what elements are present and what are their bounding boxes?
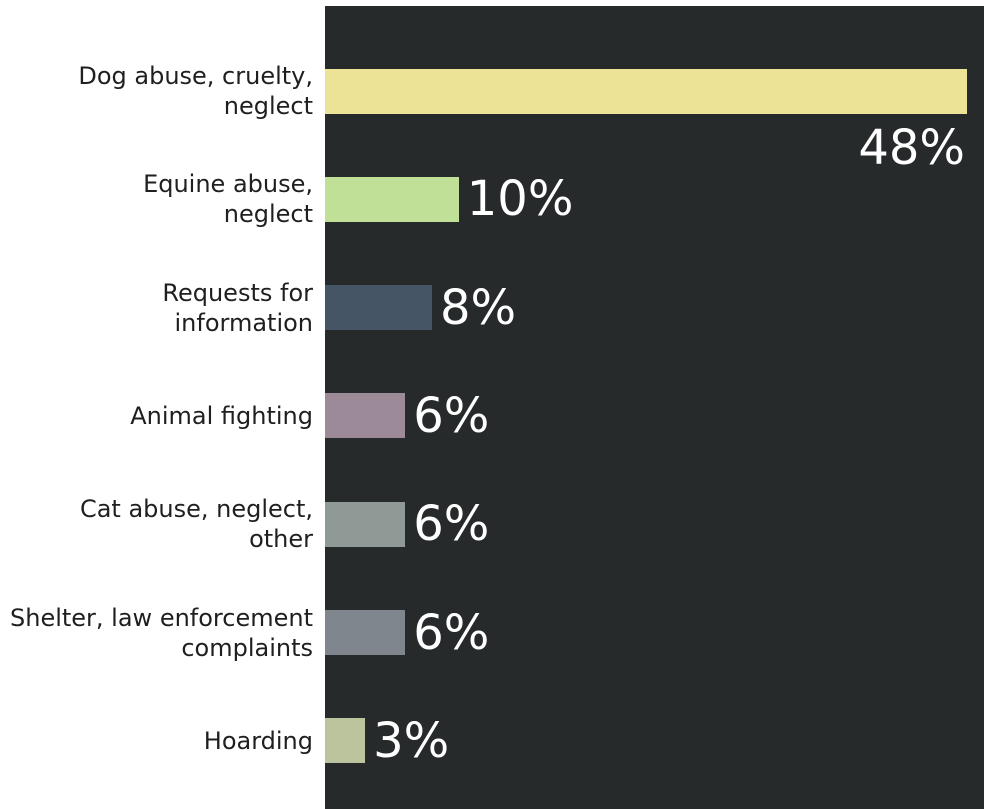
value-label: 6% [413, 604, 490, 661]
value-label: 10% [466, 171, 574, 228]
bar [325, 718, 366, 764]
bar [325, 68, 967, 114]
category-label: Animal fighting [130, 401, 313, 430]
category-label: Requests for information [162, 278, 313, 337]
bar [325, 610, 406, 655]
bar [325, 285, 432, 331]
value-label: 8% [440, 279, 517, 336]
bar [325, 501, 406, 547]
value-label: 3% [373, 712, 450, 769]
bar [325, 393, 406, 439]
category-label: Hoarding [203, 726, 313, 755]
category-label: Dog abuse, cruelty, neglect [78, 62, 313, 120]
plot-area [325, 6, 984, 809]
value-label: 6% [413, 496, 490, 553]
bar [325, 176, 459, 222]
category-label: Cat abuse, neglect, other [79, 495, 313, 554]
category-label: Shelter, law enforcement complaints [10, 603, 313, 662]
value-label: 48% [858, 119, 965, 176]
value-label: 6% [413, 387, 490, 444]
category-label: Equine abuse, neglect [143, 170, 313, 229]
